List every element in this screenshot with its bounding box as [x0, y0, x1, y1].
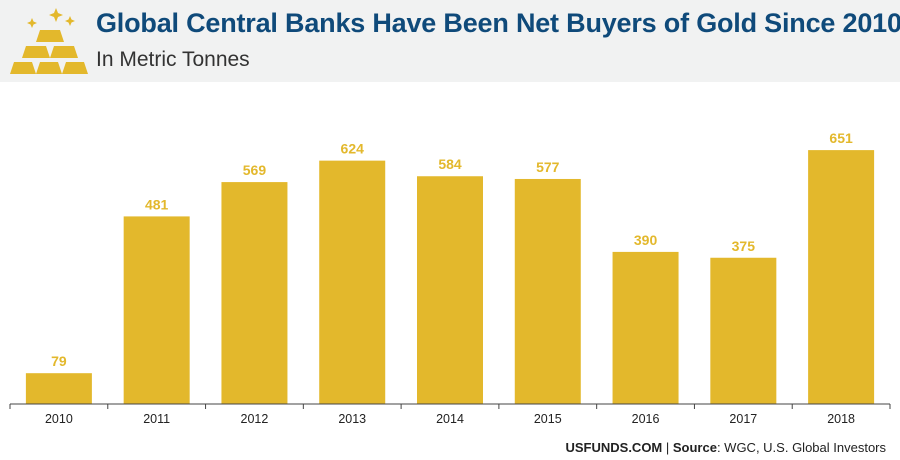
source-text: : WGC, U.S. Global Investors: [716, 440, 886, 455]
chart-header: Global Central Banks Have Been Net Buyer…: [0, 0, 900, 82]
gold-bars-icon: [10, 8, 88, 74]
bar-chart: 79 2010 481 2011 569 2012 624 2013 584 2014 577 201…: [9, 130, 891, 426]
data-label-2015: 577: [536, 159, 560, 175]
data-label-2013: 624: [341, 141, 365, 157]
source-label: Source: [672, 440, 717, 455]
data-label-2017: 375: [732, 238, 756, 254]
chart-subtitle: In Metric Tonnes: [96, 48, 250, 71]
x-tick-label-2016: 2016: [632, 412, 660, 426]
bar-2016: [612, 251, 679, 404]
bar-2018: [808, 150, 875, 404]
data-label-2011: 481: [145, 196, 169, 212]
bar-2015: [514, 178, 581, 404]
bar-2013: [319, 160, 386, 404]
x-tick-label-2014: 2014: [436, 412, 464, 426]
footer-separator: |: [662, 440, 673, 455]
bar-2017: [710, 257, 777, 404]
x-tick-label-2012: 2012: [241, 412, 269, 426]
data-label-2012: 569: [243, 162, 267, 178]
data-label-2010: 79: [51, 353, 67, 369]
data-label-2016: 390: [634, 232, 658, 248]
x-tick-label-2011: 2011: [143, 412, 170, 426]
x-tick-label-2017: 2017: [729, 412, 757, 426]
x-tick-label-2013: 2013: [338, 412, 366, 426]
bar-2014: [417, 176, 483, 404]
bar-2011: [123, 216, 190, 404]
brand-text: USFUNDS.COM: [565, 440, 663, 455]
x-tick-label-2010: 2010: [45, 412, 73, 426]
data-label-2014: 584: [438, 156, 462, 172]
source-footer: USFUNDS.COM | Source: WGC, U.S. Global I…: [565, 440, 886, 455]
chart-title: Global Central Banks Have Been Net Buyer…: [96, 8, 900, 38]
bar-2012: [221, 182, 288, 404]
data-label-2018: 651: [829, 130, 853, 146]
bar-2010: [25, 373, 92, 404]
x-tick-label-2018: 2018: [827, 412, 855, 426]
x-tick-label-2015: 2015: [534, 412, 562, 426]
